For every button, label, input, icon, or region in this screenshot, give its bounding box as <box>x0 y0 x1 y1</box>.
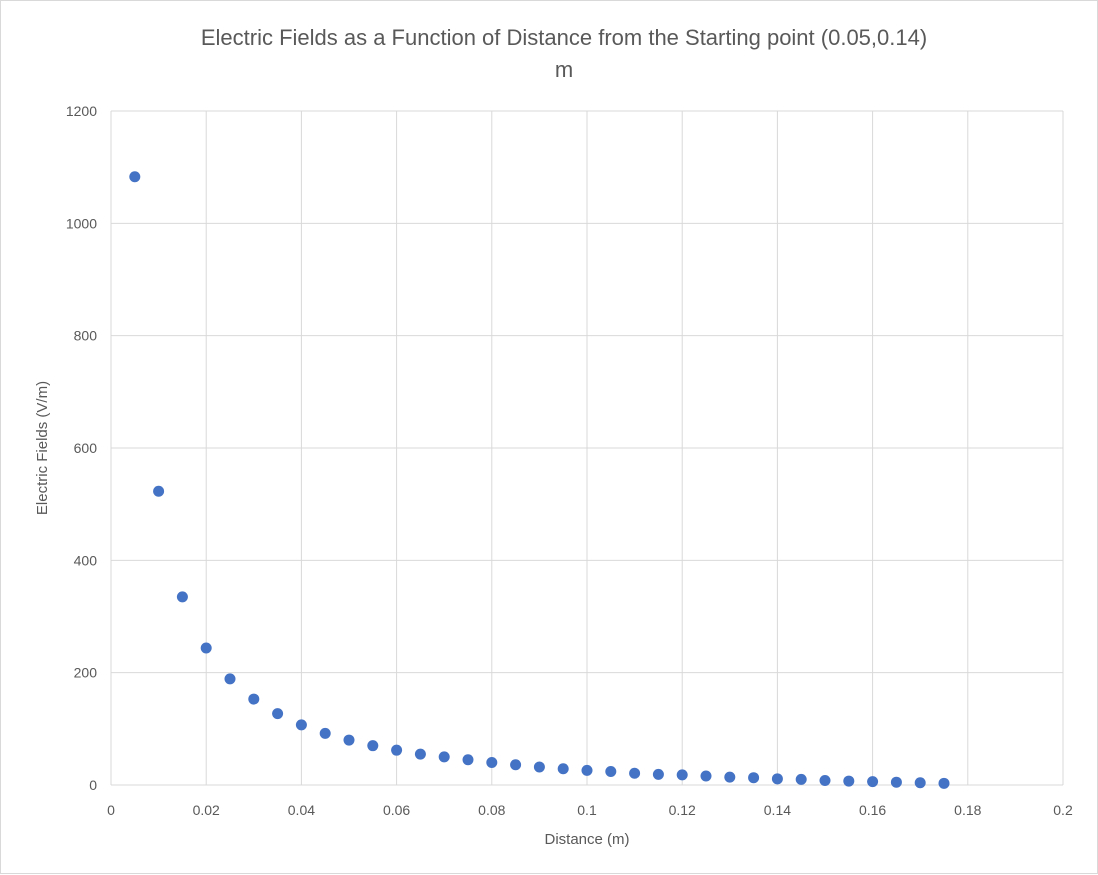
data-point <box>343 734 355 746</box>
data-point <box>533 761 545 773</box>
x-tick-label: 0.18 <box>954 802 981 818</box>
data-point <box>224 673 236 685</box>
data-point <box>438 751 450 763</box>
data-point <box>272 708 284 720</box>
y-tick-label: 1200 <box>66 103 97 119</box>
x-tick-label: 0.06 <box>383 802 410 818</box>
data-point <box>510 759 522 771</box>
data-point <box>367 740 379 752</box>
data-point <box>867 776 879 788</box>
y-tick-label: 200 <box>74 665 98 681</box>
data-point <box>914 777 926 789</box>
data-point <box>676 769 688 781</box>
data-point <box>462 754 474 766</box>
x-tick-label: 0.08 <box>478 802 505 818</box>
chart-title: Electric Fields as a Function of Distanc… <box>201 25 927 50</box>
chart-title-line2: m <box>555 57 573 82</box>
x-tick-label: 0.04 <box>288 802 315 818</box>
data-point <box>890 776 902 788</box>
data-point <box>391 744 403 756</box>
data-point <box>248 693 260 705</box>
data-point <box>153 485 165 497</box>
y-axis-label: Electric Fields (V/m) <box>34 381 51 515</box>
y-tick-label: 800 <box>74 328 98 344</box>
data-point <box>629 767 641 779</box>
data-point <box>843 775 855 787</box>
gridlines <box>110 110 1064 786</box>
data-point <box>795 773 807 785</box>
data-point <box>295 719 307 731</box>
y-tick-label: 1000 <box>66 215 97 231</box>
y-tick-label: 400 <box>74 552 98 568</box>
data-point <box>771 773 783 785</box>
data-point <box>319 727 331 739</box>
x-axis-label: Distance (m) <box>544 831 629 848</box>
x-tick-label: 0.2 <box>1053 802 1073 818</box>
data-point <box>129 171 141 183</box>
x-tick-label: 0.1 <box>577 802 597 818</box>
x-tick-label: 0.02 <box>193 802 220 818</box>
data-point <box>176 591 188 603</box>
data-point <box>200 642 212 654</box>
data-point <box>652 768 664 780</box>
data-point <box>486 757 498 769</box>
y-axis-ticks: 0 200 400 600 800 1000 1200 <box>66 103 97 793</box>
x-tick-label: 0.12 <box>669 802 696 818</box>
data-point <box>557 763 569 775</box>
y-tick-label: 0 <box>89 777 97 793</box>
x-axis-ticks: 0 0.02 0.04 0.06 0.08 0.1 0.12 0.14 0.16 0.18 0.2 <box>107 802 1073 818</box>
y-tick-label: 600 <box>74 440 98 456</box>
data-point <box>819 775 831 787</box>
x-tick-label: 0.16 <box>859 802 886 818</box>
data-points <box>129 171 950 789</box>
data-point <box>605 766 617 778</box>
data-point <box>938 777 950 789</box>
data-point <box>414 748 426 760</box>
x-tick-label: 0.14 <box>764 802 791 818</box>
data-point <box>748 772 760 784</box>
x-tick-label: 0 <box>107 802 115 818</box>
data-point <box>700 770 712 782</box>
data-point <box>724 771 736 783</box>
data-point <box>581 764 593 776</box>
